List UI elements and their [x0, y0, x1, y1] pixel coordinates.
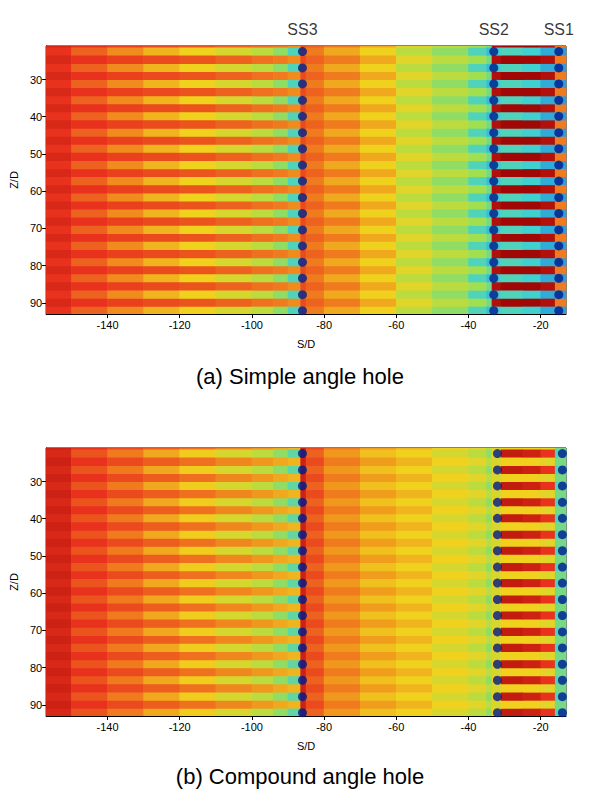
svg-text:(b) Compound angle hole: (b) Compound angle hole — [176, 764, 424, 789]
svg-text:S/D: S/D — [297, 740, 315, 752]
svg-text:80: 80 — [30, 260, 42, 272]
svg-text:-120: -120 — [169, 721, 191, 733]
svg-text:30: 30 — [30, 74, 42, 86]
svg-text:S/D: S/D — [297, 338, 315, 350]
svg-text:-40: -40 — [461, 721, 477, 733]
svg-text:70: 70 — [30, 222, 42, 234]
svg-text:(a) Simple angle hole: (a) Simple angle hole — [196, 364, 404, 389]
svg-text:-120: -120 — [169, 319, 191, 331]
svg-text:SS1: SS1 — [544, 21, 574, 38]
svg-text:Z/D: Z/D — [8, 171, 20, 189]
svg-text:80: 80 — [30, 662, 42, 674]
svg-text:-140: -140 — [96, 721, 118, 733]
svg-text:-100: -100 — [241, 721, 263, 733]
svg-text:-60: -60 — [388, 319, 404, 331]
svg-text:SS3: SS3 — [287, 21, 317, 38]
svg-text:40: 40 — [30, 513, 42, 525]
svg-text:90: 90 — [30, 699, 42, 711]
svg-text:Z/D: Z/D — [8, 573, 20, 591]
svg-text:-40: -40 — [461, 319, 477, 331]
svg-text:70: 70 — [30, 624, 42, 636]
svg-text:50: 50 — [30, 550, 42, 562]
svg-text:-100: -100 — [241, 319, 263, 331]
svg-text:90: 90 — [30, 297, 42, 309]
svg-text:60: 60 — [30, 587, 42, 599]
svg-text:60: 60 — [30, 185, 42, 197]
svg-text:-80: -80 — [316, 721, 332, 733]
svg-text:SS2: SS2 — [479, 21, 509, 38]
svg-text:30: 30 — [30, 476, 42, 488]
svg-text:50: 50 — [30, 148, 42, 160]
svg-text:-20: -20 — [533, 319, 549, 331]
svg-text:-20: -20 — [533, 721, 549, 733]
svg-text:-60: -60 — [388, 721, 404, 733]
svg-text:-140: -140 — [96, 319, 118, 331]
svg-text:-80: -80 — [316, 319, 332, 331]
svg-text:40: 40 — [30, 111, 42, 123]
